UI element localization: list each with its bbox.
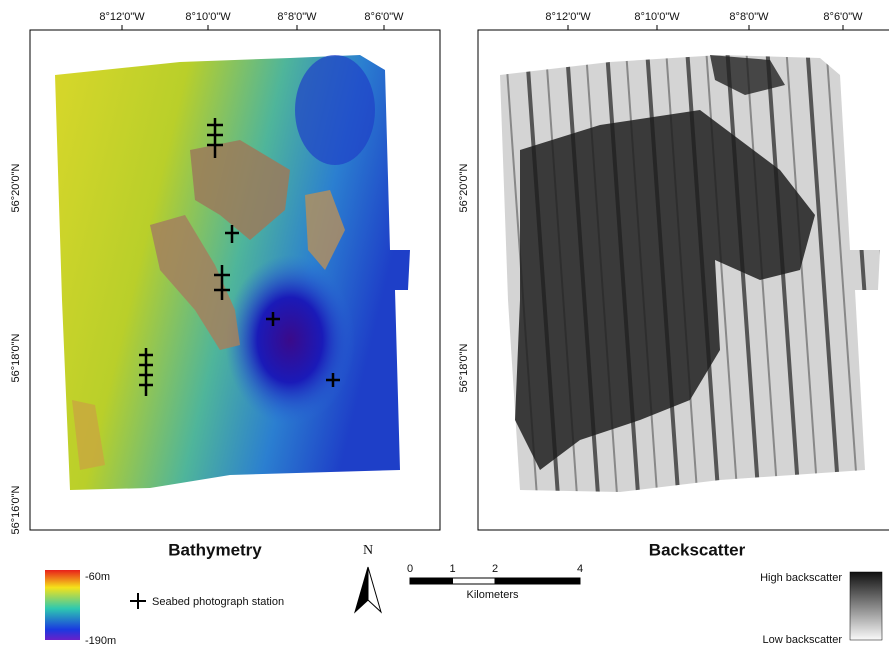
scale-bar: 0 1 2 4 Kilometers — [407, 563, 583, 601]
deep-channel — [295, 55, 375, 165]
longitude-label: 8°12'0"W — [99, 11, 145, 23]
legend-label: Low backscatter — [763, 634, 843, 646]
longitude-label: 8°8'0"W — [729, 11, 769, 23]
scale-label: 0 — [407, 563, 413, 575]
latitude-label: 56°18'0"N — [10, 333, 22, 382]
backscatter-colorbar — [850, 572, 882, 640]
latitude-label: 56°20'0"N — [458, 163, 470, 212]
longitude-label: 8°6'0"W — [364, 11, 404, 23]
legend-label: Seabed photograph station — [152, 596, 284, 608]
deep-basin — [225, 255, 355, 425]
panel-title: Backscatter — [649, 540, 746, 559]
north-arrow — [368, 567, 381, 612]
scale-label: 4 — [577, 563, 583, 575]
longitude-label: 8°12'0"W — [545, 11, 591, 23]
scale-segment — [410, 578, 453, 584]
north-arrow — [355, 567, 368, 612]
scale-segment — [495, 578, 580, 584]
north-label: N — [363, 543, 373, 558]
scale-unit: Kilometers — [467, 589, 519, 601]
legend-label: -190m — [85, 635, 116, 647]
panel-title: Bathymetry — [168, 540, 262, 559]
latitude-label: 56°16'0"N — [10, 485, 22, 534]
latitude-label: 56°20'0"N — [10, 163, 22, 212]
longitude-label: 8°8'0"W — [277, 11, 317, 23]
scale-label: 2 — [492, 563, 498, 575]
longitude-label: 8°10'0"W — [634, 11, 680, 23]
figure: 0 1 2 4 Kilometers Bathymetry 8°12'0"W 8°10'0"… — [0, 0, 889, 650]
legend-label: High backscatter — [760, 572, 842, 584]
scale-label: 1 — [449, 563, 455, 575]
scale-segment — [453, 578, 496, 584]
longitude-label: 8°6'0"W — [823, 11, 863, 23]
longitude-label: 8°10'0"W — [185, 11, 231, 23]
legend-label: -60m — [85, 571, 110, 583]
depth-colorbar — [45, 570, 80, 640]
latitude-label: 56°18'0"N — [458, 343, 470, 392]
station-symbol — [130, 593, 146, 609]
